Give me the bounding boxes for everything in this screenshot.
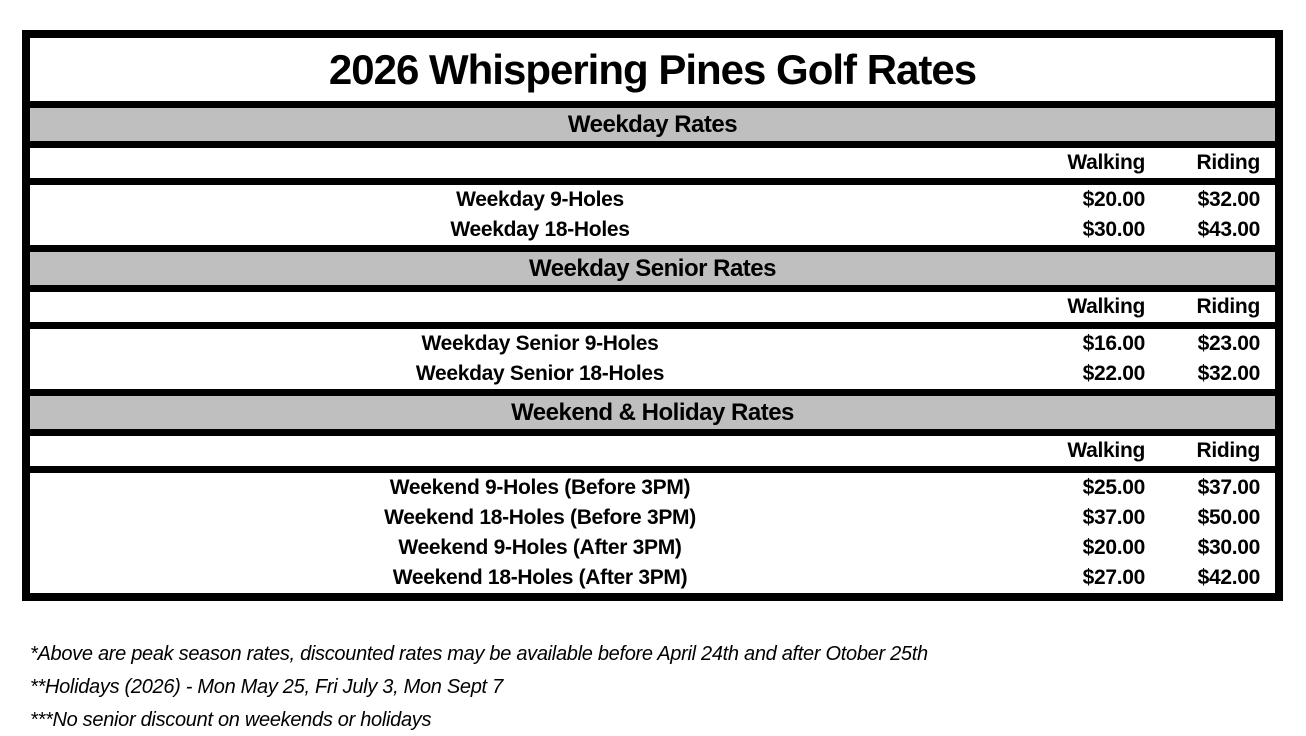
riding-column-header: Riding: [1196, 439, 1260, 462]
walking-rate: $25.00: [1082, 476, 1146, 499]
riding-column-header: Riding: [1196, 151, 1260, 174]
rate-label: Weekend 18-Holes (After 3PM): [392, 566, 688, 589]
golf-rates-table: 2026 Whispering Pines Golf Rates Weekday…: [22, 30, 1283, 601]
walking-rate: $16.00: [1082, 332, 1146, 355]
rate-label: Weekend 18-Holes (Before 3PM): [384, 506, 696, 529]
riding-rate: $32.00: [1197, 362, 1261, 385]
rate-label: Weekday 9-Holes: [456, 188, 624, 211]
rate-row: Weekday 18-Holes $30.00 $43.00: [30, 215, 1275, 245]
divider: [30, 245, 1275, 252]
riding-rate: $32.00: [1197, 188, 1261, 211]
walking-rate: $22.00: [1082, 362, 1146, 385]
footnote-senior-discount: ***No senior discount on weekends or hol…: [30, 709, 432, 731]
walking-rate: $27.00: [1082, 566, 1146, 589]
rate-row: Weekday Senior 18-Holes $22.00 $32.00: [30, 359, 1275, 389]
divider: [30, 466, 1275, 473]
section-header-weekday: Weekday Rates: [30, 108, 1275, 141]
section-header-weekday-senior: Weekday Senior Rates: [30, 252, 1275, 285]
riding-rate: $43.00: [1197, 218, 1261, 241]
riding-rate: $50.00: [1197, 506, 1261, 529]
section-header-weekend-holiday: Weekend & Holiday Rates: [30, 396, 1275, 429]
divider: [30, 322, 1275, 329]
walking-rate: $30.00: [1082, 218, 1146, 241]
rate-row: Weekend 18-Holes (After 3PM) $27.00 $42.…: [30, 563, 1275, 593]
walking-rate: $20.00: [1082, 188, 1146, 211]
divider: [30, 285, 1275, 292]
riding-column-header: Riding: [1196, 295, 1260, 318]
walking-rate: $20.00: [1082, 536, 1146, 559]
walking-column-header: Walking: [1067, 439, 1145, 462]
rate-row: Weekend 9-Holes (Before 3PM) $25.00 $37.…: [30, 473, 1275, 503]
divider: [30, 389, 1275, 396]
divider: [30, 429, 1275, 436]
column-header-row: Walking Riding: [30, 292, 1275, 322]
riding-rate: $30.00: [1197, 536, 1261, 559]
divider: [30, 178, 1275, 185]
column-header-row: Walking Riding: [30, 436, 1275, 466]
walking-column-header: Walking: [1067, 151, 1145, 174]
walking-rate: $37.00: [1082, 506, 1146, 529]
footnotes: *Above are peak season rates, discounted…: [30, 638, 928, 736]
rate-row: Weekday Senior 9-Holes $16.00 $23.00: [30, 329, 1275, 359]
riding-rate: $23.00: [1197, 332, 1261, 355]
rate-label: Weekend 9-Holes (After 3PM): [398, 536, 682, 559]
page-title: 2026 Whispering Pines Golf Rates: [30, 38, 1275, 101]
column-header-row: Walking Riding: [30, 148, 1275, 178]
rate-row: Weekend 9-Holes (After 3PM) $20.00 $30.0…: [30, 533, 1275, 563]
footnote-holidays: **Holidays (2026) - Mon May 25, Fri July…: [30, 676, 503, 698]
rate-label: Weekday Senior 18-Holes: [415, 362, 665, 385]
page-title-text: 2026 Whispering Pines Golf Rates: [328, 45, 977, 93]
riding-rate: $42.00: [1197, 566, 1261, 589]
rate-row: Weekday 9-Holes $20.00 $32.00: [30, 185, 1275, 215]
rate-row: Weekend 18-Holes (Before 3PM) $37.00 $50…: [30, 503, 1275, 533]
footnote-peak-season: *Above are peak season rates, discounted…: [30, 643, 928, 665]
rate-label: Weekday Senior 9-Holes: [421, 332, 659, 355]
rate-label: Weekday 18-Holes: [450, 218, 630, 241]
divider: [30, 101, 1275, 108]
divider: [30, 141, 1275, 148]
riding-rate: $37.00: [1197, 476, 1261, 499]
walking-column-header: Walking: [1067, 295, 1145, 318]
rate-label: Weekend 9-Holes (Before 3PM): [389, 476, 691, 499]
